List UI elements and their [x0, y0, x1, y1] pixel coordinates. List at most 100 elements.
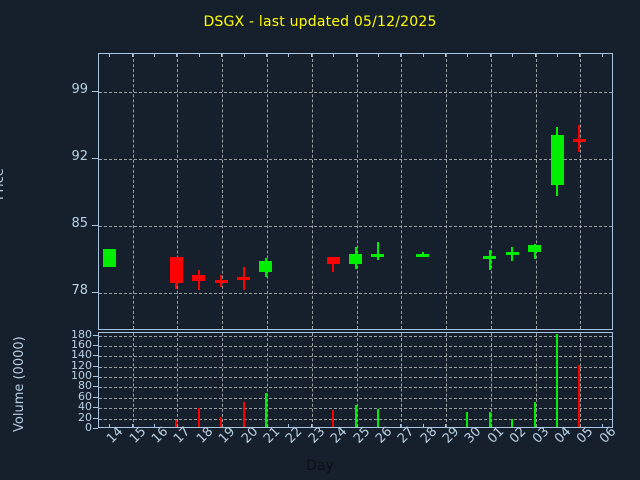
volume-axis-tick-160: 160: [71, 337, 92, 351]
volume-bar-25: [354, 405, 357, 427]
day-tickmark: [422, 53, 424, 57]
price-axis-tick-85: 85: [71, 215, 88, 231]
volume-axis-tick-180: 180: [71, 327, 92, 341]
day-gridline: [132, 54, 134, 329]
day-gridline: [446, 54, 448, 329]
volume-gridline: [99, 345, 612, 347]
candle-wick: [332, 257, 335, 272]
day-tickmark: [601, 424, 603, 428]
volume-tickmark: [93, 417, 98, 419]
volume-gridline: [99, 387, 612, 389]
day-gridline: [177, 54, 179, 329]
volume-axis-tick-140: 140: [71, 348, 92, 362]
volume-axis-label: Volume (0000): [12, 336, 27, 432]
volume-axis-tick-20: 20: [78, 410, 92, 424]
day-gridline: [132, 333, 134, 427]
price-axis-label: Price: [0, 168, 7, 200]
candle-body-25: [349, 253, 362, 265]
candle-wick: [488, 249, 491, 270]
day-gridline: [535, 54, 537, 329]
volume-bar-03: [533, 402, 536, 427]
volume-bar-01: [488, 412, 491, 427]
candle-wick: [376, 242, 379, 261]
volume-tickmark: [93, 407, 98, 409]
volume-bar-19: [220, 416, 223, 427]
candle-body-28: [416, 253, 430, 257]
volume-gridline: [99, 356, 612, 358]
day-tickmark: [355, 53, 357, 57]
price-gridline: [99, 159, 612, 161]
day-tickmark: [310, 53, 312, 57]
volume-bar-17: [175, 420, 178, 427]
day-tickmark: [512, 53, 514, 57]
price-tickmark: [92, 91, 98, 93]
chart-title: DSGX - last updated 05/12/2025: [203, 14, 437, 30]
volume-tickmark: [93, 355, 98, 357]
candle-body-24: [326, 257, 340, 265]
price-gridline: [99, 92, 612, 94]
volume-gridline: [99, 366, 612, 368]
day-gridline: [311, 333, 313, 427]
volume-bar-04: [556, 333, 559, 427]
candle-wick: [578, 124, 581, 153]
day-tickmark: [310, 424, 312, 428]
volume-bar-05: [578, 364, 581, 427]
candle-body-04: [550, 135, 564, 185]
volume-bar-30: [466, 411, 469, 427]
volume-bar-24: [332, 410, 335, 427]
day-tickmark: [400, 424, 402, 428]
day-tickmark: [445, 424, 447, 428]
volume-tickmark: [93, 334, 98, 336]
day-tickmark: [557, 53, 559, 57]
day-tickmark: [400, 53, 402, 57]
day-tickmark: [109, 53, 111, 57]
day-tickmark: [153, 53, 155, 57]
volume-axis-tick-40: 40: [78, 400, 92, 414]
day-tickmark: [579, 53, 581, 57]
day-tickmark: [422, 424, 424, 428]
day-gridline: [580, 54, 582, 329]
day-tickmark: [333, 53, 335, 57]
volume-axis-tick-60: 60: [78, 389, 92, 403]
candle-body-03: [528, 244, 542, 252]
volume-axis-tick-0: 0: [85, 421, 92, 434]
volume-tickmark: [93, 365, 98, 367]
day-gridline: [266, 333, 268, 427]
volume-bar-02: [511, 419, 514, 427]
candle-body-01: [483, 256, 497, 260]
day-gridline: [401, 54, 403, 329]
day-gridline: [446, 333, 448, 427]
volume-axis-tick-100: 100: [71, 369, 92, 383]
candle-wick: [533, 244, 536, 260]
candle-body-26: [371, 253, 385, 257]
day-tickmark: [601, 53, 603, 57]
day-gridline: [401, 333, 403, 427]
volume-gridline: [99, 335, 612, 337]
day-tickmark: [176, 53, 178, 57]
candle-body-05: [572, 138, 586, 142]
day-tickmark: [198, 53, 200, 57]
price-plot-area: [98, 53, 613, 330]
price-tickmark: [92, 291, 98, 293]
volume-bar-20: [242, 402, 245, 427]
x-axis-label: Day: [306, 458, 334, 474]
day-tickmark: [489, 53, 491, 57]
day-tickmark: [288, 53, 290, 57]
day-tickmark: [243, 53, 245, 57]
day-tickmark: [467, 53, 469, 57]
price-tickmark: [92, 224, 98, 226]
day-tickmark: [221, 53, 223, 57]
volume-tickmark: [93, 344, 98, 346]
volume-tickmark: [93, 386, 98, 388]
candle-body-17: [169, 257, 183, 284]
price-tickmark: [92, 158, 98, 160]
price-gridline: [99, 225, 612, 227]
day-gridline: [266, 54, 268, 329]
day-tickmark: [131, 53, 133, 57]
day-tickmark: [109, 424, 111, 428]
candle-body-18: [192, 274, 206, 282]
day-gridline: [490, 54, 492, 329]
volume-bar-18: [197, 408, 200, 427]
day-tickmark: [445, 53, 447, 57]
